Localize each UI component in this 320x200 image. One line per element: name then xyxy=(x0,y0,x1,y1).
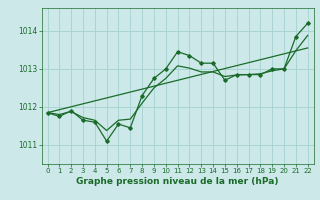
X-axis label: Graphe pression niveau de la mer (hPa): Graphe pression niveau de la mer (hPa) xyxy=(76,177,279,186)
